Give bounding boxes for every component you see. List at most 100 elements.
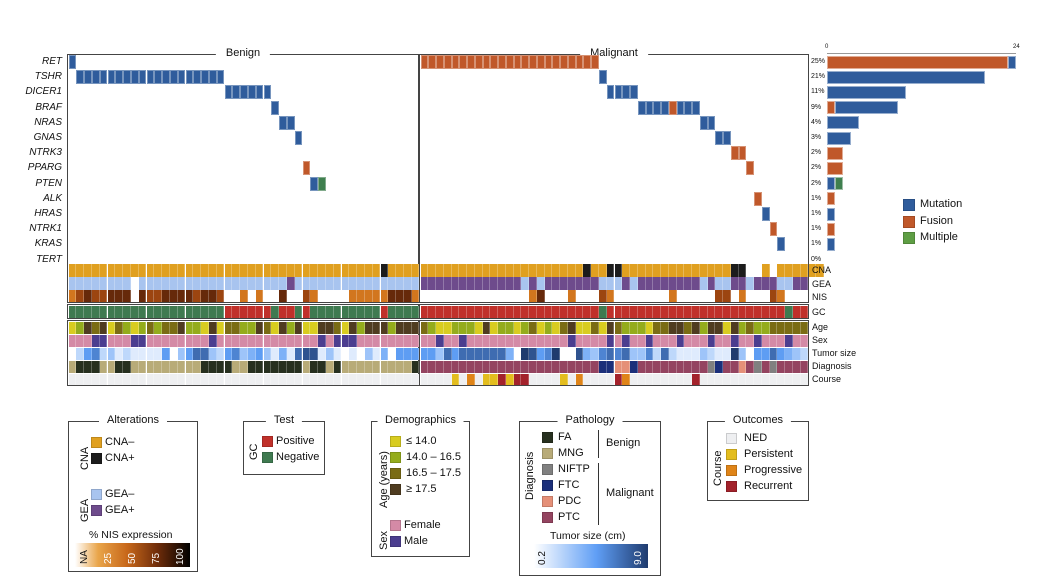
nis-cell xyxy=(723,290,731,302)
age-cell xyxy=(349,321,358,334)
cna-cell xyxy=(372,264,381,277)
course-cell xyxy=(372,373,381,385)
cna-cell xyxy=(76,264,85,277)
alteration-cell-ret xyxy=(474,55,483,69)
cna-cell xyxy=(420,264,429,277)
alteration-cell-gnas xyxy=(715,131,724,145)
alteration-cell-pparg xyxy=(746,161,755,176)
gea-cell xyxy=(637,277,646,290)
nis-cell xyxy=(428,290,436,302)
diagnosis-cell xyxy=(349,360,358,373)
alteration-cell-braf xyxy=(637,100,646,115)
cna-cell xyxy=(162,264,170,277)
course-cell xyxy=(154,373,163,385)
sex-cell xyxy=(138,334,147,347)
gc-cell xyxy=(552,306,561,318)
gea-cell xyxy=(403,277,412,290)
cna-cell xyxy=(99,264,108,277)
pathology-legend-title: Pathology xyxy=(557,414,623,426)
gene-label-nras: NRAS xyxy=(34,116,62,128)
cna-cell xyxy=(521,264,530,277)
tumor-size-cell xyxy=(115,347,124,360)
alterations-legend-title: Alterations xyxy=(99,414,167,426)
age-cell xyxy=(676,321,685,334)
diagnosis-cell xyxy=(240,360,248,373)
tumor-size-cell xyxy=(738,347,747,360)
age-cell xyxy=(614,321,623,334)
bar-axis-line xyxy=(827,53,1016,54)
cna-cell xyxy=(224,264,233,277)
sex-cell xyxy=(372,334,381,347)
gc-cell xyxy=(723,306,731,318)
gc-cell xyxy=(614,306,623,318)
alteration-cell-braf xyxy=(676,100,685,115)
course-cell xyxy=(255,373,264,385)
gea-cell xyxy=(318,277,326,290)
bar-pparg-fusion xyxy=(827,161,843,175)
tumor-size-cell xyxy=(637,347,646,360)
cna-cell xyxy=(567,264,576,277)
gc-cell xyxy=(560,306,568,318)
tumor-size-cell xyxy=(357,347,365,360)
gc-cell xyxy=(138,306,147,318)
tumor-size-cell xyxy=(162,347,170,360)
swatch-age-2 xyxy=(390,468,401,479)
gene-label-pparg: PPARG xyxy=(27,162,62,174)
cna-cell xyxy=(271,264,280,277)
gc-cell xyxy=(403,306,412,318)
diagnosis-cell xyxy=(684,360,693,373)
gc-cell xyxy=(349,306,358,318)
gc-cell xyxy=(622,306,630,318)
tumor-size-cell xyxy=(240,347,248,360)
sex-cell xyxy=(232,334,241,347)
sex-cell xyxy=(91,334,100,347)
diagnosis-cell xyxy=(699,360,708,373)
alteration-cell-tshr xyxy=(193,70,202,85)
nis-cell xyxy=(123,290,131,302)
diagnosis-cell xyxy=(91,360,100,373)
course-cell xyxy=(637,373,646,385)
cna-cell xyxy=(699,264,708,277)
nis-cell xyxy=(349,290,358,302)
sex-cell xyxy=(310,334,319,347)
bar-gnas-mutation xyxy=(827,131,851,145)
alteration-cell-dicer1 xyxy=(240,85,248,100)
label-ftc: FTC xyxy=(558,479,580,491)
sex-cell xyxy=(800,334,809,347)
cna-cell xyxy=(403,264,412,277)
sex-cell xyxy=(411,334,420,347)
nis-cell xyxy=(216,290,225,302)
alteration-cell-ret xyxy=(490,55,499,69)
legend-mutation: Mutation xyxy=(920,198,963,210)
tumor-size-cell xyxy=(668,347,677,360)
gc-cell xyxy=(645,306,654,318)
cna-cell xyxy=(785,264,793,277)
bar-alk-fusion xyxy=(827,192,835,206)
label-age-3: ≥ 17.5 xyxy=(406,483,437,495)
alteration-cell-tshr xyxy=(208,70,217,85)
tumor-tick-min: 0.2 xyxy=(537,551,548,565)
age-cell xyxy=(411,321,420,334)
bar-braf-mutation xyxy=(834,101,898,115)
course-cell xyxy=(177,373,186,385)
gene-label-kras: KRAS xyxy=(34,238,62,250)
label-age-2: 16.5 – 17.5 xyxy=(406,467,462,479)
diagnosis-cell xyxy=(785,360,793,373)
gea-cell xyxy=(536,277,545,290)
diagnosis-cell xyxy=(115,360,124,373)
gea-cell xyxy=(372,277,381,290)
course-cell xyxy=(490,373,499,385)
tumor-size-color-scale: 0.2 9.0 xyxy=(534,544,648,568)
nis-cell xyxy=(606,290,615,302)
age-cell xyxy=(536,321,545,334)
gea-cell xyxy=(68,277,77,290)
bar-pten-mutation xyxy=(827,177,835,191)
tumor-size-cell xyxy=(544,347,553,360)
bar-ntrk3-fusion xyxy=(827,146,843,160)
diagnosis-cell xyxy=(490,360,499,373)
age-cell xyxy=(380,321,389,334)
nis-cell xyxy=(146,290,155,302)
sex-cell xyxy=(676,334,685,347)
gc-cell xyxy=(372,306,381,318)
alteration-cell-ret xyxy=(567,55,576,69)
